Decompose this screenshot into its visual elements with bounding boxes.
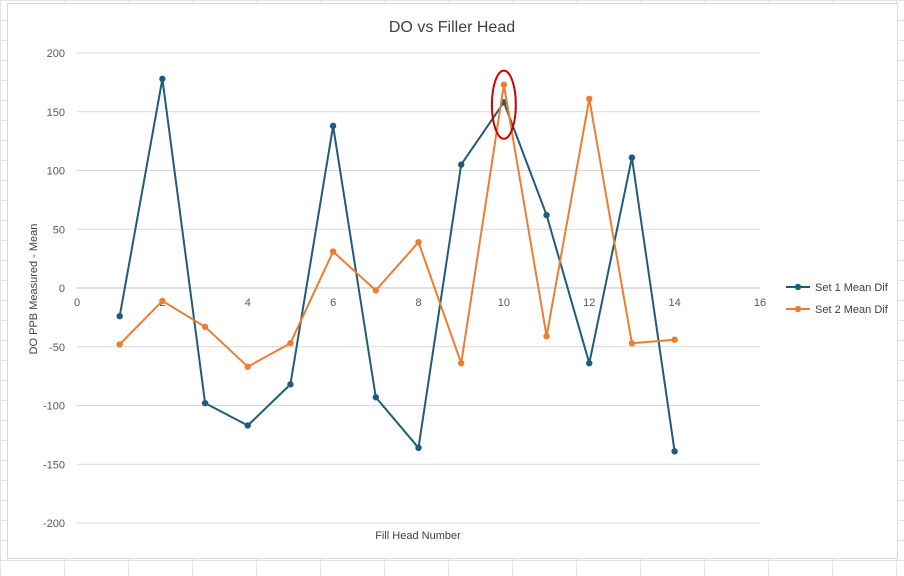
highlight-ellipse [490, 69, 517, 140]
y-tick-label: 0 [59, 283, 65, 295]
y-tick-label: 150 [47, 107, 65, 119]
y-tick-label: 50 [53, 224, 65, 236]
series-2-point [329, 248, 337, 255]
annotation-layer [490, 69, 517, 140]
y-tick-label: -50 [49, 342, 65, 354]
y-tick-label: -100 [43, 401, 65, 413]
series-2-point [372, 287, 380, 294]
x-tick-label: 8 [415, 297, 421, 309]
series-layer [116, 75, 678, 455]
legend-swatch-marker [794, 305, 802, 313]
x-tick-label: 0 [74, 297, 80, 309]
series-1-point [586, 360, 593, 367]
series-1-line [118, 77, 676, 452]
series-2-point [671, 336, 678, 343]
series-2-point [586, 95, 593, 103]
y-tick-label: 100 [47, 166, 65, 178]
y-tick-label: -150 [43, 459, 65, 471]
series-2-point [116, 341, 123, 348]
series-1-point [329, 122, 337, 130]
series-1-point [671, 448, 678, 455]
series-1-point [628, 154, 636, 161]
legend-label: Set 1 Mean Dif [815, 282, 889, 294]
chart-title: DO vs Filler Head [389, 19, 515, 36]
legend-label: Set 2 Mean Dif [815, 304, 889, 316]
series-1-point [201, 399, 209, 407]
series-2-point [457, 360, 465, 367]
series-2-line [118, 83, 675, 368]
series-1-point [372, 394, 380, 401]
legend: Set 1 Mean Dif Set 2 Mean Dif [786, 282, 889, 316]
series-2-point [500, 81, 508, 88]
y-axis-label: DO PPB Measured - Mean [28, 224, 40, 355]
series-2-point [543, 332, 550, 340]
chart-area[interactable] [7, 3, 898, 559]
series-2-point [628, 340, 636, 347]
y-axis-ticks: -200 -150 -100 -50 0 50 100 150 200 [43, 48, 65, 530]
series-2-point [244, 363, 251, 370]
legend-entry-1: Set 1 Mean Dif [786, 282, 889, 294]
series-1-point [457, 161, 465, 168]
series-2-point [159, 297, 166, 305]
y-tick-label: 200 [47, 48, 65, 60]
series-1-point [116, 313, 123, 320]
legend-swatch-marker [794, 283, 802, 291]
series-2 [116, 81, 678, 370]
series-1-point [159, 75, 166, 83]
x-tick-label: 10 [498, 297, 510, 309]
gridlines [77, 52, 760, 524]
series-1-point [287, 381, 294, 388]
x-tick-label: 4 [245, 297, 251, 309]
x-tick-label: 6 [330, 297, 336, 309]
series-1-point [244, 422, 251, 429]
y-tick-label: -200 [43, 518, 65, 530]
series-2-point [201, 323, 209, 330]
x-tick-label: 16 [754, 297, 766, 309]
series-1 [116, 75, 678, 455]
legend-entry-2: Set 2 Mean Dif [786, 304, 889, 316]
x-tick-label: 12 [583, 297, 595, 309]
series-2-point [287, 340, 294, 347]
x-tick-label: 14 [669, 297, 681, 309]
x-axis-ticks: 0246810121416 [74, 297, 766, 309]
series-1-point [543, 211, 550, 219]
series-1-point [415, 444, 422, 451]
x-axis-label: Fill Head Number [375, 530, 461, 542]
series-2-point [415, 238, 422, 246]
